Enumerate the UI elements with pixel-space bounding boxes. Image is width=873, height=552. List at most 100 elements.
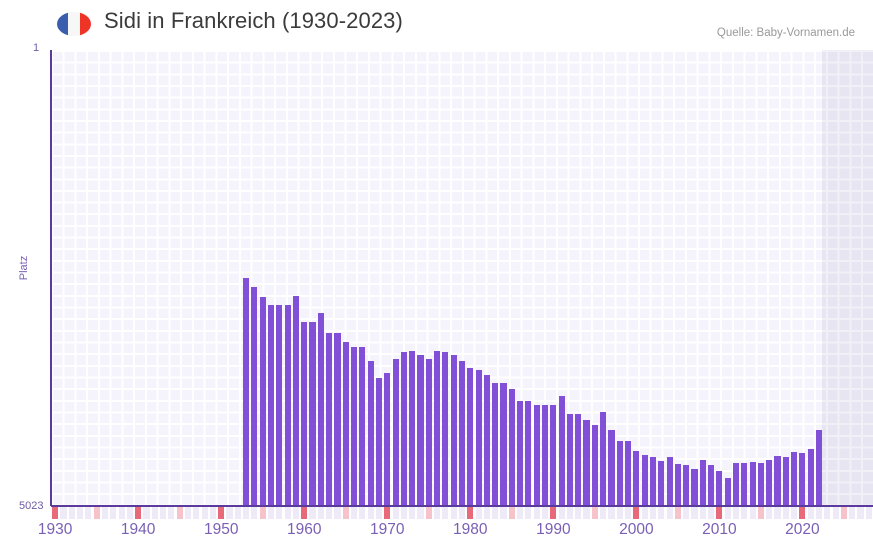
bar-1993[interactable] xyxy=(575,414,582,505)
bar-2009[interactable] xyxy=(708,465,715,505)
bar-1977[interactable] xyxy=(442,352,449,505)
tick-faint-2022 xyxy=(815,507,823,519)
bar-1978[interactable] xyxy=(450,355,457,505)
bar-1990[interactable] xyxy=(550,405,557,505)
bar-1959[interactable] xyxy=(292,296,299,505)
bar-1962[interactable] xyxy=(317,313,324,505)
tick-faint-1983 xyxy=(492,507,499,519)
bar-1969[interactable] xyxy=(375,378,383,505)
bar-1976[interactable] xyxy=(434,351,441,505)
bar-1970[interactable] xyxy=(384,373,391,505)
bar-2014[interactable] xyxy=(749,462,756,505)
bar-2016[interactable] xyxy=(766,460,773,505)
tick-faint-1964 xyxy=(334,507,341,519)
bar-2010[interactable] xyxy=(716,471,723,505)
tick-faint-2002 xyxy=(649,507,657,519)
bar-2018[interactable] xyxy=(782,457,789,505)
bar-1984[interactable] xyxy=(500,383,507,505)
bar-1958[interactable] xyxy=(284,305,291,505)
bar-2019[interactable] xyxy=(791,452,798,505)
bar-1989[interactable] xyxy=(541,405,549,505)
x-axis-label-1960: 1960 xyxy=(286,521,322,538)
bar-2007[interactable] xyxy=(691,469,698,505)
bar-2022[interactable] xyxy=(815,430,823,505)
bar-1957[interactable] xyxy=(276,305,283,505)
bar-1956[interactable] xyxy=(267,305,275,505)
tick-faint-1977 xyxy=(442,507,449,519)
bar-1996[interactable] xyxy=(600,412,607,505)
bar-1998[interactable] xyxy=(616,441,623,505)
y-axis-title: Platz xyxy=(18,255,30,281)
bar-2013[interactable] xyxy=(741,463,748,505)
bar-1995[interactable] xyxy=(591,425,598,505)
bar-1980[interactable] xyxy=(467,368,474,505)
bar-1968[interactable] xyxy=(367,361,374,505)
bar-1967[interactable] xyxy=(359,347,366,505)
bar-1992[interactable] xyxy=(566,414,573,505)
tick-faint-1973 xyxy=(409,507,416,519)
tick-faint-2028 xyxy=(865,507,872,519)
tick-faint-1993 xyxy=(575,507,582,519)
tick-faint-1944 xyxy=(168,507,175,519)
tick-faint-2016 xyxy=(766,507,773,519)
tick-major-1930 xyxy=(52,507,59,519)
bar-1975[interactable] xyxy=(425,359,432,505)
bar-1983[interactable] xyxy=(492,383,499,505)
tick-faint-1933 xyxy=(76,507,84,519)
tick-minor-1995 xyxy=(591,507,598,519)
bar-2021[interactable] xyxy=(807,449,814,505)
tick-faint-1948 xyxy=(201,507,208,519)
bar-1986[interactable] xyxy=(517,401,524,505)
tick-faint-1958 xyxy=(284,507,291,519)
tick-faint-1961 xyxy=(309,507,316,519)
bar-1974[interactable] xyxy=(417,355,424,505)
bar-1981[interactable] xyxy=(475,370,482,505)
y-axis-line xyxy=(50,50,52,506)
bar-2005[interactable] xyxy=(674,464,681,505)
bar-1964[interactable] xyxy=(334,333,341,505)
bar-1988[interactable] xyxy=(533,405,540,505)
bar-1972[interactable] xyxy=(400,352,407,505)
bar-1985[interactable] xyxy=(508,389,515,505)
bar-1987[interactable] xyxy=(525,401,532,505)
bar-1961[interactable] xyxy=(309,322,316,505)
bar-1973[interactable] xyxy=(409,351,416,505)
tick-faint-1963 xyxy=(326,507,333,519)
bar-1966[interactable] xyxy=(350,347,358,505)
tick-faint-1954 xyxy=(251,507,258,519)
bar-1954[interactable] xyxy=(251,287,258,505)
bar-1971[interactable] xyxy=(392,359,399,505)
x-axis-label-1980: 1980 xyxy=(453,521,488,538)
bar-1965[interactable] xyxy=(342,342,349,505)
bar-2000[interactable] xyxy=(633,451,640,505)
bar-2002[interactable] xyxy=(649,457,657,505)
bar-1960[interactable] xyxy=(301,322,308,505)
bar-2017[interactable] xyxy=(774,456,781,505)
bar-2004[interactable] xyxy=(666,457,673,505)
bar-2001[interactable] xyxy=(641,455,648,505)
bar-2008[interactable] xyxy=(699,460,706,505)
bar-1997[interactable] xyxy=(608,430,615,505)
flag-band-blue xyxy=(57,12,69,36)
bar-1963[interactable] xyxy=(326,333,333,505)
bar-2020[interactable] xyxy=(799,453,806,505)
x-axis-label-2020: 2020 xyxy=(785,521,820,538)
bar-2015[interactable] xyxy=(757,463,764,505)
bar-2012[interactable] xyxy=(732,463,740,505)
bar-1999[interactable] xyxy=(624,441,632,505)
no-data-shaded-region xyxy=(822,50,873,505)
bar-1955[interactable] xyxy=(259,297,266,505)
tick-faint-1972 xyxy=(400,507,407,519)
tick-minor-2015 xyxy=(757,507,764,519)
bar-1979[interactable] xyxy=(458,361,466,505)
bar-2003[interactable] xyxy=(658,461,665,505)
bar-1953[interactable] xyxy=(243,278,250,505)
bar-2011[interactable] xyxy=(724,478,731,505)
bar-1991[interactable] xyxy=(558,396,565,505)
bar-1982[interactable] xyxy=(483,375,490,505)
tick-faint-2003 xyxy=(658,507,665,519)
tick-faint-2021 xyxy=(807,507,814,519)
bar-2006[interactable] xyxy=(683,465,690,505)
bar-1994[interactable] xyxy=(583,420,590,505)
